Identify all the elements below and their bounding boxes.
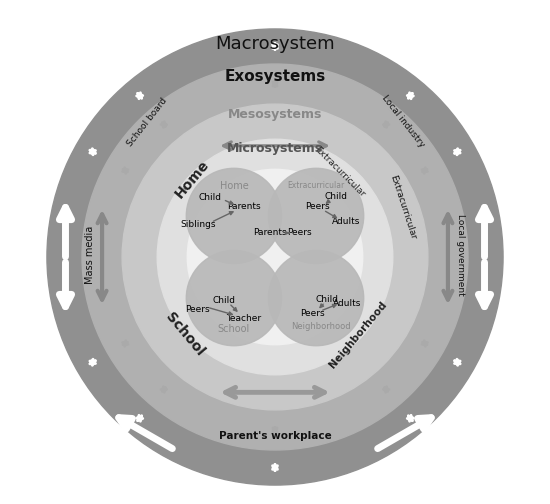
Text: Peers: Peers xyxy=(287,228,311,237)
Text: Siblings: Siblings xyxy=(180,220,216,229)
Text: Local government: Local government xyxy=(456,214,465,295)
Text: School: School xyxy=(218,324,250,334)
Text: Extracurricular: Extracurricular xyxy=(388,173,417,240)
Text: Macrosystem: Macrosystem xyxy=(215,35,335,53)
Circle shape xyxy=(157,139,393,375)
Text: Adults: Adults xyxy=(332,217,360,226)
Circle shape xyxy=(186,250,282,346)
Text: Child: Child xyxy=(324,193,348,202)
Text: Teacher: Teacher xyxy=(227,313,261,323)
Text: Child: Child xyxy=(316,295,339,304)
Text: Child: Child xyxy=(212,296,235,304)
Text: Home: Home xyxy=(173,158,212,201)
Text: Child: Child xyxy=(199,194,221,203)
Circle shape xyxy=(268,250,364,346)
Text: Parent's workplace: Parent's workplace xyxy=(219,431,331,441)
Text: School board: School board xyxy=(125,96,169,148)
Text: Exosystems: Exosystems xyxy=(224,69,326,84)
Circle shape xyxy=(188,169,362,345)
Text: School: School xyxy=(163,310,207,359)
Text: Neighborhood: Neighborhood xyxy=(327,299,388,370)
Text: Neighborhood: Neighborhood xyxy=(292,322,351,331)
Text: Parents: Parents xyxy=(253,228,287,237)
Text: Microsystems: Microsystems xyxy=(227,142,323,155)
Text: Extracurricular: Extracurricular xyxy=(288,181,345,191)
Circle shape xyxy=(186,168,282,264)
Circle shape xyxy=(268,168,364,264)
Text: Home: Home xyxy=(219,181,248,191)
Text: Peers: Peers xyxy=(185,304,210,313)
Text: Adults: Adults xyxy=(333,299,361,307)
Text: Local industry: Local industry xyxy=(379,94,426,150)
Text: Parents: Parents xyxy=(227,203,261,211)
Text: Extracurricular: Extracurricular xyxy=(313,145,367,199)
Text: Mesosystems: Mesosystems xyxy=(228,108,322,120)
Text: Peers: Peers xyxy=(305,203,329,211)
Text: Mass media: Mass media xyxy=(85,225,95,284)
Circle shape xyxy=(82,64,468,450)
Circle shape xyxy=(122,104,428,410)
Circle shape xyxy=(47,29,503,485)
Text: Peers: Peers xyxy=(300,308,324,318)
